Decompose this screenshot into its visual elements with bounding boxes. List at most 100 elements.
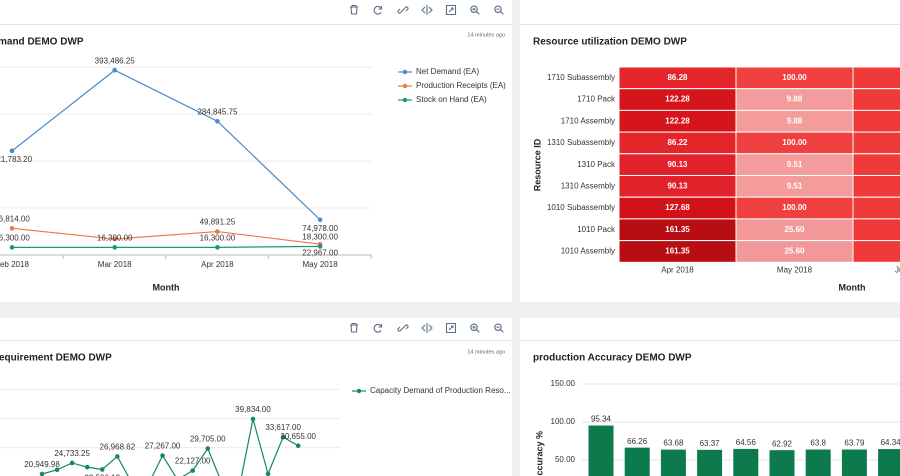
data-point <box>215 229 220 234</box>
panel <box>520 318 900 476</box>
data-point <box>69 460 75 466</box>
zoom-out-icon[interactable] <box>494 5 504 15</box>
data-label: 26,968.62 <box>100 443 136 452</box>
data-label: 64.56 <box>736 438 757 447</box>
data-label: 221,783.20 <box>0 155 33 164</box>
row-label: 1710 Subassembly <box>547 73 615 82</box>
data-point <box>9 226 15 231</box>
bar <box>733 448 759 476</box>
data-point <box>99 467 105 472</box>
data-point <box>265 471 271 476</box>
data-label: 39,834.00 <box>235 405 271 414</box>
legend-marker <box>402 83 408 89</box>
cell-label: 86.28 <box>667 73 688 82</box>
data-label: 33,617.00 <box>265 423 301 432</box>
link-icon[interactable] <box>397 324 409 332</box>
bar <box>697 449 723 476</box>
cell-label: 90.13 <box>667 160 688 169</box>
panel <box>0 0 512 302</box>
legend-label: Stock on Hand (EA) <box>416 95 487 104</box>
data-label: 64.34 <box>881 438 900 447</box>
data-label: 18,300.00 <box>302 233 338 242</box>
data-label: 95.34 <box>591 415 612 424</box>
bar <box>588 425 614 476</box>
data-label: 66.26 <box>627 437 648 446</box>
legend-marker <box>402 69 408 75</box>
cell-label: 9.88 <box>787 116 803 125</box>
timestamp: 14 minutes ago <box>467 349 505 355</box>
y-tick-label: 100.00 <box>551 417 576 426</box>
cell-label: 9.51 <box>787 160 803 169</box>
data-point <box>160 453 165 458</box>
row-label: 1010 Subassembly <box>547 203 615 212</box>
expand-icon[interactable] <box>445 4 457 16</box>
row-label: 1310 Subassembly <box>547 138 615 147</box>
data-point <box>112 245 117 250</box>
data-point <box>9 245 15 250</box>
cell-label: 161.35 <box>665 247 690 256</box>
delete-icon[interactable] <box>350 322 358 333</box>
data-label: 30,655.00 <box>280 432 316 441</box>
row-label: 1010 Assembly <box>561 247 615 256</box>
series-line <box>41 418 299 476</box>
panel <box>0 318 512 476</box>
series-line <box>11 227 321 245</box>
bar <box>660 449 686 476</box>
x-tick-label: Apr 2018 <box>661 265 694 274</box>
delete-icon[interactable] <box>350 4 358 15</box>
data-point <box>317 244 323 249</box>
data-label: 16,300.00 <box>97 233 133 242</box>
data-label: 74,978.00 <box>302 224 338 233</box>
refresh-icon[interactable] <box>373 323 383 333</box>
data-label: 63.68 <box>663 439 684 448</box>
zoom-in-icon[interactable] <box>470 5 480 15</box>
cell-label: 127.68 <box>665 203 690 212</box>
data-label: 56,814.00 <box>0 214 30 223</box>
data-point <box>317 217 323 223</box>
row-label: 1010 Pack <box>577 225 616 234</box>
cell-label: 86.22 <box>667 138 688 147</box>
data-label: 20,949.98 <box>24 460 60 469</box>
data-point <box>215 118 220 124</box>
expand-icon[interactable] <box>445 322 457 334</box>
data-point <box>112 67 117 73</box>
link-icon[interactable] <box>397 6 409 14</box>
x-tick-label: Feb 2018 <box>0 260 29 269</box>
cell-label: 90.13 <box>667 181 688 190</box>
legend-marker <box>356 388 362 394</box>
data-point <box>205 446 211 451</box>
bar <box>805 449 831 476</box>
cell-label: 100.00 <box>782 203 807 212</box>
data-label: 393,486.25 <box>95 56 136 65</box>
legend-marker <box>402 97 408 103</box>
data-point <box>9 148 15 154</box>
split-icon[interactable] <box>421 5 433 15</box>
cell-label: 100.00 <box>782 73 807 82</box>
data-label: 62.92 <box>772 439 793 448</box>
zoom-in-icon[interactable] <box>470 323 480 333</box>
x-tick-label: May 2018 <box>303 260 339 269</box>
refresh-icon[interactable] <box>373 5 383 15</box>
bar <box>624 447 650 476</box>
data-point <box>190 468 195 473</box>
cell-label: 100.00 <box>782 138 807 147</box>
data-label: 29,705.00 <box>190 435 226 444</box>
heat-cell <box>852 131 900 155</box>
toolbar <box>350 322 504 334</box>
toolbar <box>350 4 504 16</box>
chart-title: equirement DEMO DWP <box>0 353 112 364</box>
cell-label: 122.28 <box>665 116 690 125</box>
heat-cell <box>852 88 900 111</box>
x-axis-title: Month <box>839 282 866 292</box>
row-label: 1710 Pack <box>577 95 616 104</box>
chart-title: production Accuracy DEMO DWP <box>533 353 692 364</box>
split-icon[interactable] <box>421 323 433 333</box>
data-point <box>115 454 120 459</box>
zoom-out-icon[interactable] <box>494 323 504 333</box>
row-label: 1710 Assembly <box>561 116 615 125</box>
legend-label: Net Demand (EA) <box>416 67 479 76</box>
data-label: 22,506.13 <box>84 474 120 476</box>
heat-cell <box>852 109 900 133</box>
data-label: 24,733.25 <box>54 449 90 458</box>
